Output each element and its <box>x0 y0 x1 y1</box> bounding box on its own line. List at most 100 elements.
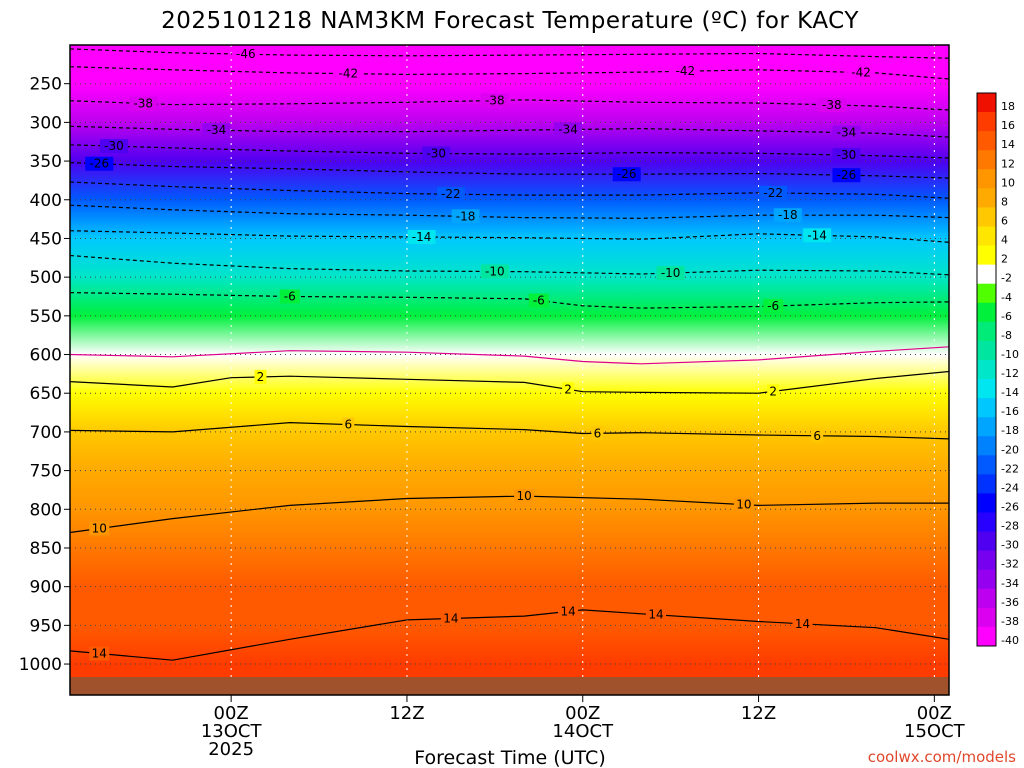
isotherm-label-bg <box>554 122 583 137</box>
isotherm-label: -38 <box>822 98 842 112</box>
isotherm-label-bg <box>792 616 813 631</box>
colorbar-label: -2 <box>1001 272 1012 285</box>
isotherm-label: 14 <box>443 611 458 625</box>
colorbar-swatch <box>977 455 996 475</box>
colorbar-label: -6 <box>1001 310 1012 323</box>
colorbar-swatch <box>977 607 996 628</box>
isotherm-label-bg <box>612 167 641 182</box>
colorbar-swatch <box>977 588 996 609</box>
isotherm-label: -14 <box>412 230 432 244</box>
isotherm-label: 10 <box>517 489 532 503</box>
isotherm-label-bg <box>440 611 461 626</box>
isotherm-label-bg <box>528 293 549 308</box>
isotherm-label-bg <box>480 93 509 108</box>
isotherm-label-bg <box>99 139 128 154</box>
ground-below-surface <box>70 677 949 695</box>
freezing-isotherm <box>70 346 949 365</box>
pressure-tick-label: 850 <box>30 539 62 559</box>
isotherm-label-bg <box>832 168 861 183</box>
colorbar-swatch <box>977 512 996 532</box>
isotherm-label-bg <box>231 47 260 62</box>
isotherm-label: -42 <box>851 65 871 79</box>
isotherm-label: 10 <box>92 522 107 536</box>
isotherm-label-bg <box>733 497 754 512</box>
isotherm-label: -34 <box>207 123 227 137</box>
colorbar-swatch <box>977 150 996 170</box>
isotherm-label: -26 <box>837 168 857 182</box>
colorbar-swatch <box>977 359 996 380</box>
time-tick-label: 00Z <box>565 703 600 724</box>
colorbar-swatch <box>977 531 996 552</box>
colorbar-label: -14 <box>1001 386 1019 399</box>
pressure-tick-label: 400 <box>30 191 62 211</box>
isotherm-label-bg <box>767 384 780 399</box>
isotherm-label-bg <box>407 230 436 245</box>
isotherm-label: -10 <box>661 266 681 280</box>
isotherm-line <box>70 292 949 309</box>
isotherm-label-bg <box>817 97 846 112</box>
plot-frame <box>69 44 950 696</box>
colorbar-label: 14 <box>1001 138 1015 151</box>
pressure-tick-label: 650 <box>30 384 62 404</box>
isotherm-label: -42 <box>675 64 695 78</box>
isotherm-label-bg <box>85 156 114 171</box>
isotherm-line <box>70 230 949 243</box>
colorbar-swatch <box>977 398 996 418</box>
colorbar-label: 6 <box>1001 214 1008 227</box>
isotherm-label: -18 <box>456 209 476 223</box>
colorbar-swatch <box>977 474 996 494</box>
isotherm-label-bg <box>832 125 861 140</box>
isotherm-label: 2 <box>257 370 265 384</box>
colorbar-label: -8 <box>1001 329 1012 342</box>
chart-title: 2025101218 NAM3KM Forecast Temperature (… <box>161 8 859 34</box>
time-tick-label: 12Z <box>741 703 776 724</box>
isotherm-label-bg <box>763 299 784 314</box>
plot-area: -46 -42 -42 -42 -38 -38 -38 -34 -34 -34 -30 -30 -30 -… <box>70 45 949 695</box>
isotherm-label: 2 <box>769 384 777 398</box>
time-tick-label: 2025 <box>208 739 254 760</box>
time-tick-label: 00Z <box>917 703 952 724</box>
time-tick-label: 15OCT <box>904 721 966 742</box>
isotherm-line <box>70 48 949 59</box>
colorbar-frame <box>976 92 997 647</box>
isotherm-label-bg <box>342 417 355 432</box>
colorbar-label: -22 <box>1001 462 1019 475</box>
colorbar-swatch <box>977 245 996 266</box>
isotherm-label: -34 <box>558 123 578 137</box>
isotherm-label: -26 <box>617 167 637 181</box>
colorbar-swatch <box>977 188 996 208</box>
colorbar-label: -20 <box>1001 443 1019 456</box>
pressure-tick-label: 750 <box>30 462 62 482</box>
isotherm-label: 2 <box>564 382 572 396</box>
colorbar-label: 8 <box>1001 195 1008 208</box>
colorbar-swatch <box>977 207 996 227</box>
isotherm-label-bg <box>591 426 604 441</box>
colorbar-swatch <box>977 226 996 246</box>
isotherm-label: -42 <box>339 67 359 81</box>
isotherm-label: 10 <box>736 498 751 512</box>
isotherm-label-bg <box>89 646 110 661</box>
colorbar-swatch <box>977 283 996 304</box>
isotherm-label: -26 <box>89 157 109 171</box>
isotherm-label: 14 <box>795 617 810 631</box>
time-tick-label: 13OCT <box>201 721 263 742</box>
pressure-tick-label: 800 <box>30 500 62 520</box>
colorbar-swatch <box>977 417 996 437</box>
pressure-tick-label: 350 <box>30 152 62 172</box>
colorbar-swatch <box>977 112 996 132</box>
isotherm-line <box>70 204 949 219</box>
colorbar-swatch <box>977 626 996 647</box>
isotherm-label-bg <box>254 369 267 384</box>
time-tick-label: 00Z <box>214 703 249 724</box>
x-axis-label: Forecast Time (UTC) <box>414 747 605 768</box>
isotherm-label: -38 <box>485 94 505 108</box>
colorbar-swatch <box>977 550 996 571</box>
isotherm-label: -10 <box>485 265 505 279</box>
isotherm-label-bg <box>646 607 666 622</box>
colorbar-label: -4 <box>1001 291 1012 304</box>
colorbar-label: -40 <box>1001 634 1019 647</box>
isotherm-label: -6 <box>767 299 779 313</box>
credit-link[interactable]: coolwx.com/models <box>868 748 1016 766</box>
colorbar-label: -18 <box>1001 424 1019 437</box>
pressure-tick-label: 950 <box>30 616 62 636</box>
